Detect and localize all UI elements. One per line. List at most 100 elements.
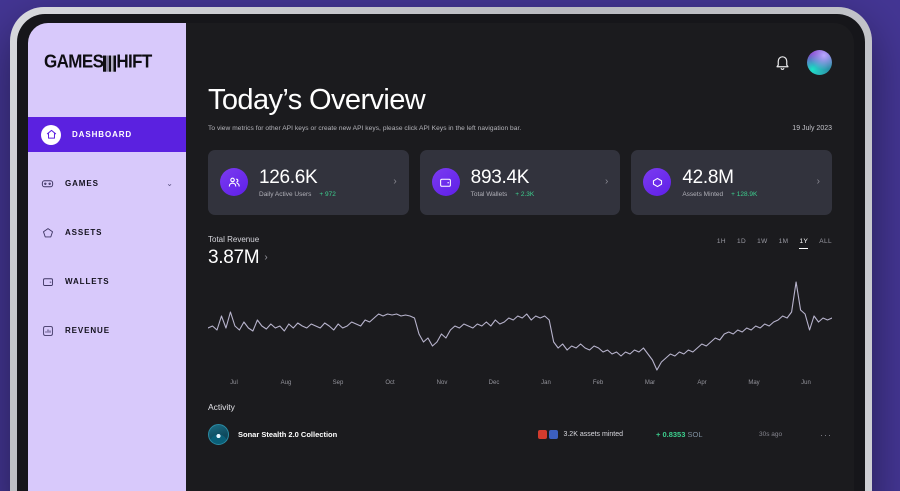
chevron-right-icon[interactable]: › [393, 176, 397, 188]
x-axis-tick: Feb [592, 379, 604, 386]
x-axis-tick: May [748, 379, 760, 386]
x-axis-tick: Nov [436, 379, 448, 386]
subtitle-row: To view metrics for other API keys or cr… [208, 125, 832, 132]
stat-delta: + 2.3K [515, 190, 535, 198]
activity-item-name: Sonar Stealth 2.0 Collection [238, 430, 338, 440]
revenue-value: 3.87M [208, 246, 260, 268]
stat-sub: Total Wallets + 2.3K [471, 191, 594, 198]
x-axis-tick: Dec [488, 379, 500, 386]
sidebar-item-dashboard[interactable]: DASHBOARD [28, 117, 186, 152]
stat-value: 893.4K [470, 166, 530, 188]
x-axis-tick: Jan [541, 379, 551, 386]
stat-card-daily-active-users[interactable]: 126.6K Daily Active Users + 972 › [208, 149, 409, 215]
home-icon [41, 124, 61, 145]
activity-more-menu-icon[interactable]: ··· [820, 429, 832, 440]
badge-blue-icon [549, 430, 559, 440]
chain-badges [538, 430, 559, 440]
chevron-down-icon[interactable]: ⌄ [166, 178, 173, 188]
revenue-summary: Total Revenue 3.87M › [208, 234, 268, 269]
wallet-icon [431, 168, 460, 197]
avatar[interactable] [807, 49, 832, 75]
chevron-right-icon[interactable]: › [605, 176, 609, 188]
activity-amount: + 0.8353 SOL [632, 430, 750, 439]
time-range-selector: 1H 1D 1W 1M 1Y ALL [717, 235, 832, 249]
stat-sub: Assets Minted + 128.9K [682, 191, 805, 198]
wallet-icon [41, 275, 54, 288]
range-1h[interactable]: 1H [716, 237, 726, 245]
sidebar-nav: DASHBOARD GAMES ⌄ ASSETS [28, 117, 186, 362]
brand-name-left: GAMES [44, 51, 104, 72]
stat-label: Total Wallets [470, 190, 508, 198]
brand-name-right: HIFT [116, 51, 152, 72]
stat-cards: 126.6K Daily Active Users + 972 › [208, 149, 833, 215]
sidebar-item-revenue[interactable]: REVENUE [28, 313, 186, 348]
activity-timestamp: 30s ago [759, 431, 783, 439]
activity-title: Activity [208, 401, 235, 412]
stat-value: 42.8M [682, 166, 734, 188]
users-icon [220, 168, 248, 197]
pentagon-icon [41, 226, 54, 239]
activity-row[interactable]: Sonar Stealth 2.0 Collection 3.2K assets… [208, 422, 832, 448]
stat-label: Daily Active Users [259, 190, 312, 198]
badge-red-icon [538, 430, 548, 440]
page-title: Today’s Overview [208, 84, 426, 116]
sidebar-item-label: ASSETS [65, 228, 103, 237]
sidebar-item-label: WALLETS [65, 277, 110, 286]
range-all[interactable]: ALL [819, 237, 832, 245]
stat-card-body: 893.4K Total Wallets + 2.3K [471, 167, 594, 198]
stat-card-body: 126.6K Daily Active Users + 972 [259, 167, 382, 198]
activity-amount-value: + 0.8353 [656, 430, 686, 440]
range-1m[interactable]: 1M [778, 237, 789, 245]
revenue-value-row[interactable]: 3.87M › [208, 246, 268, 269]
stat-value: 126.6K [259, 166, 318, 188]
stat-sub: Daily Active Users + 972 [259, 191, 382, 198]
x-axis-tick: Jun [801, 379, 811, 386]
stat-card-body: 42.8M Assets Minted + 128.9K [682, 167, 805, 198]
stat-card-total-wallets[interactable]: 893.4K Total Wallets + 2.3K › [419, 149, 621, 215]
range-1y[interactable]: 1Y [799, 238, 809, 249]
sidebar-item-wallets[interactable]: WALLETS [28, 264, 186, 299]
asset-icon [643, 168, 672, 197]
chart-box-icon [41, 324, 54, 337]
page-subtitle: To view metrics for other API keys or cr… [208, 124, 522, 132]
current-date: 19 July 2023 [792, 124, 832, 132]
gamepad-icon [41, 177, 54, 190]
revenue-header: Total Revenue 3.87M › 1H 1D 1W 1M 1Y ALL [208, 235, 832, 269]
range-1d[interactable]: 1D [736, 237, 747, 245]
top-bar [208, 47, 832, 77]
sidebar-item-label: DASHBOARD [72, 130, 133, 139]
revenue-chart [208, 273, 832, 378]
stat-delta: + 972 [319, 190, 336, 198]
sidebar-item-label: REVENUE [65, 326, 110, 335]
x-axis-tick: Aug [280, 379, 292, 386]
x-axis-tick: Jul [230, 379, 238, 386]
range-1w[interactable]: 1W [757, 237, 768, 245]
activity-amount-unit: SOL [687, 430, 703, 440]
x-axis-tick: Mar [644, 379, 656, 386]
activity-minted-count: 3.2K assets minted [563, 431, 623, 439]
x-axis-tick: Oct [385, 379, 395, 386]
x-axis-tick: Sep [332, 379, 344, 386]
stat-label: Assets Minted [682, 190, 724, 198]
x-axis-tick: Apr [697, 379, 707, 386]
bell-icon[interactable] [771, 51, 793, 73]
main-content: Today’s Overview To view metrics for oth… [186, 23, 854, 491]
chevron-right-icon[interactable]: › [816, 176, 821, 188]
revenue-label: Total Revenue [208, 234, 260, 244]
glitch-s-block-icon [103, 54, 117, 72]
chart-x-axis: Jul Aug Sep Oct Nov Dec Jan Feb Mar Apr May Jun [208, 380, 832, 386]
sidebar-item-label: GAMES [65, 179, 99, 188]
revenue-line-chart [208, 273, 832, 378]
stat-card-assets-minted[interactable]: 42.8M Assets Minted + 128.9K › [631, 149, 833, 215]
tablet-device: GAMES HIFT DASHBOARD [10, 7, 872, 491]
sidebar-item-assets[interactable]: ASSETS [28, 215, 186, 250]
sidebar: GAMES HIFT DASHBOARD [28, 23, 186, 491]
brand-logo-text: GAMES HIFT [44, 51, 152, 73]
sonar-collection-avatar-icon [208, 424, 229, 446]
tablet-bezel: GAMES HIFT DASHBOARD [17, 14, 865, 491]
stat-delta: + 128.9K [731, 190, 758, 198]
sidebar-item-games[interactable]: GAMES ⌄ [28, 166, 186, 201]
brand-logo[interactable]: GAMES HIFT [28, 49, 186, 75]
activity-minted-group: 3.2K assets minted [538, 430, 623, 440]
chevron-right-icon[interactable]: › [264, 252, 268, 264]
